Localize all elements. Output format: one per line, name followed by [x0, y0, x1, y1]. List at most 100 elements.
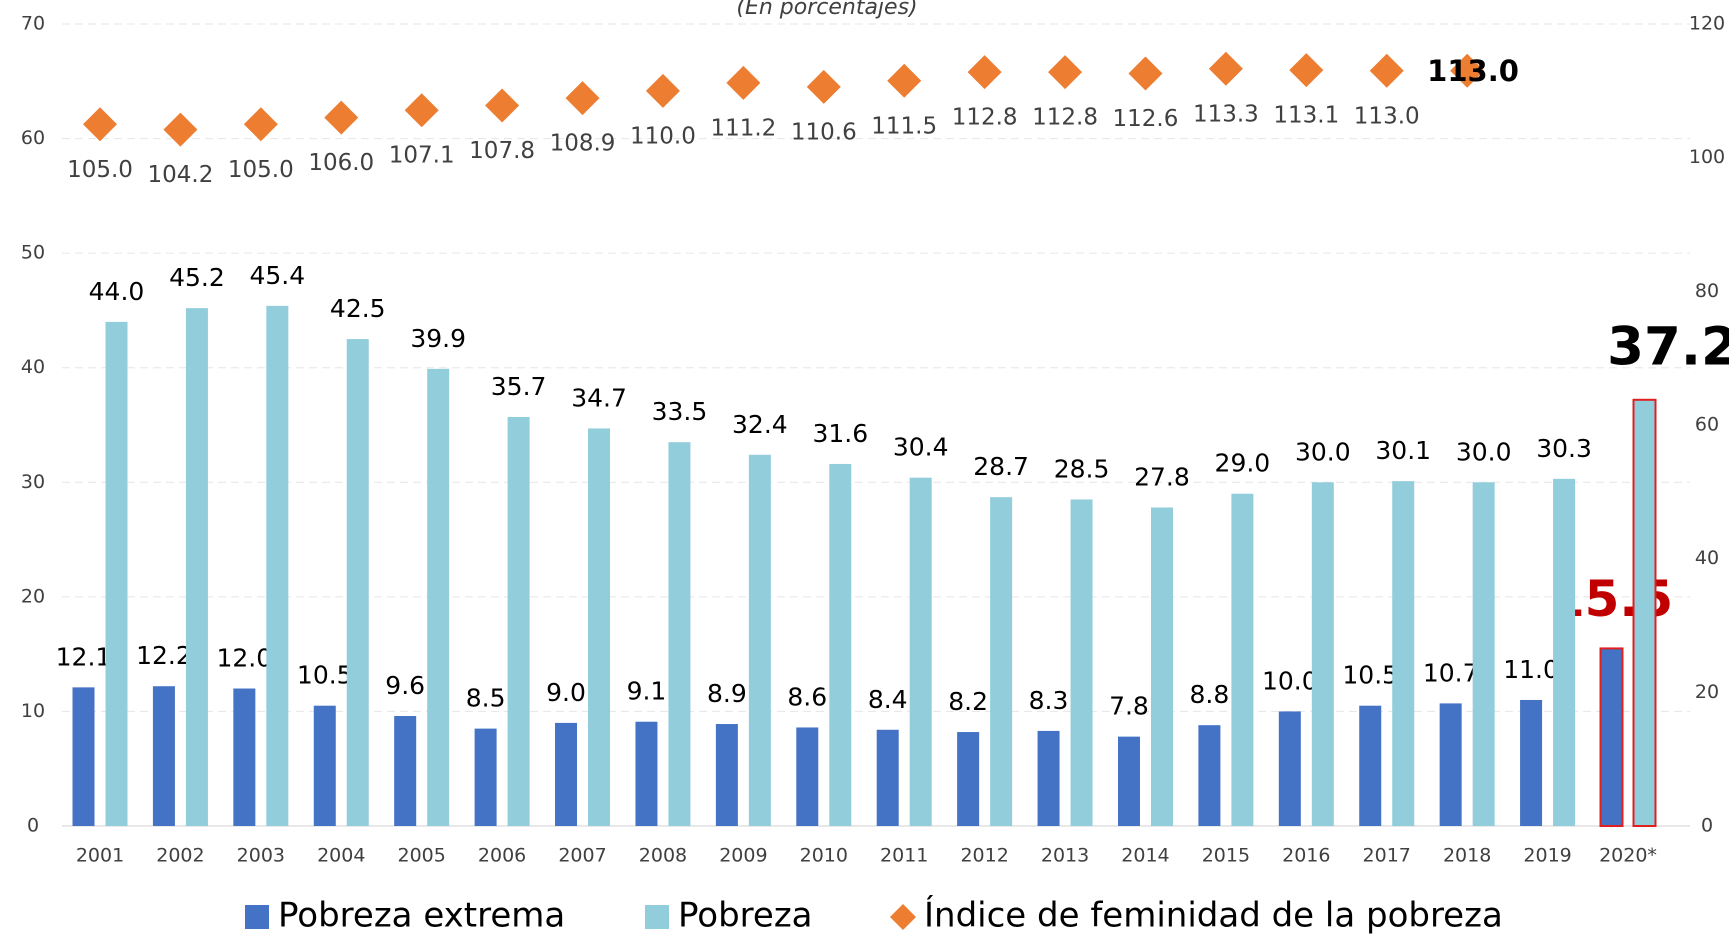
- y2-tick-label: 20: [1695, 681, 1719, 703]
- legend-label: Índice de feminidad de la pobreza: [924, 895, 1503, 936]
- bar: [829, 463, 852, 826]
- marker: [1128, 56, 1163, 91]
- x-tick-label: 2010: [800, 845, 848, 867]
- bar: [185, 308, 208, 826]
- bar: [1632, 398, 1657, 827]
- marker: [1048, 55, 1083, 90]
- bar: [1392, 481, 1415, 826]
- legend-swatch: [645, 905, 669, 929]
- data-label: 10.5: [297, 661, 353, 690]
- data-label: 30.4: [893, 433, 949, 462]
- bar: [1037, 730, 1060, 826]
- data-label: 112.8: [1032, 105, 1098, 131]
- marker: [645, 73, 680, 108]
- data-label: 8.4: [868, 685, 908, 714]
- y-tick-label: 50: [21, 242, 45, 264]
- marker: [1208, 51, 1243, 86]
- data-label: 7.8: [1109, 692, 1149, 721]
- data-label: 108.9: [550, 131, 616, 157]
- bar: [909, 477, 932, 826]
- x-tick-label: 2002: [156, 845, 204, 867]
- bar: [313, 705, 336, 826]
- data-label: 8.3: [1029, 686, 1069, 715]
- data-label: 113.0: [1427, 54, 1519, 88]
- x-tick-label: 2018: [1443, 845, 1491, 867]
- data-label: 112.6: [1113, 106, 1179, 132]
- y2-tick-label: 80: [1695, 280, 1719, 302]
- legend-label: Pobreza: [678, 896, 813, 936]
- y-tick-label: 20: [21, 585, 45, 607]
- data-label: 12.2: [136, 641, 192, 670]
- marker: [163, 112, 198, 147]
- marker: [1369, 53, 1404, 88]
- x-tick-label: 2012: [960, 845, 1008, 867]
- bar: [72, 687, 95, 826]
- data-label: 10.7: [1423, 658, 1479, 687]
- x-tick-label: 2008: [639, 845, 687, 867]
- y2-tick-label: 120: [1689, 13, 1725, 35]
- y-tick-label: 40: [21, 356, 45, 378]
- bar: [507, 416, 530, 826]
- data-label: 113.3: [1193, 101, 1259, 127]
- marker: [565, 81, 600, 116]
- bar: [1198, 725, 1221, 826]
- data-label: 9.0: [546, 678, 586, 707]
- marker: [806, 69, 841, 104]
- marker: [726, 65, 761, 100]
- x-tick-label: 2019: [1523, 845, 1571, 867]
- data-label: 44.0: [89, 277, 145, 306]
- bar: [1439, 703, 1462, 826]
- bar: [796, 727, 819, 826]
- bar: [1278, 711, 1301, 826]
- bar: [346, 339, 369, 826]
- data-label: 110.6: [791, 119, 857, 145]
- data-label: 27.8: [1134, 462, 1190, 491]
- bar: [427, 368, 450, 826]
- data-label: 107.8: [469, 138, 535, 164]
- x-tick-label: 2017: [1363, 845, 1411, 867]
- marker: [967, 55, 1002, 90]
- data-label: 8.6: [787, 682, 827, 711]
- data-label: 28.7: [973, 452, 1029, 481]
- marker: [404, 93, 439, 128]
- data-label: 30.0: [1456, 437, 1512, 466]
- y2-tick-label: 40: [1695, 547, 1719, 569]
- bar: [394, 716, 417, 826]
- y2-tick-label: 60: [1695, 414, 1719, 436]
- data-label: 111.5: [871, 113, 937, 139]
- bar: [588, 428, 611, 826]
- data-label: 29.0: [1215, 449, 1271, 478]
- bar: [957, 732, 980, 826]
- y-tick-label: 60: [21, 127, 45, 149]
- data-label: 37.2: [1607, 316, 1729, 377]
- data-label: 105.0: [67, 157, 133, 183]
- data-label: 11.0: [1503, 655, 1559, 684]
- marker: [324, 100, 359, 135]
- data-label: 34.7: [571, 383, 627, 412]
- x-tick-label: 2004: [317, 845, 365, 867]
- bar: [1472, 482, 1495, 826]
- data-label: 31.6: [812, 419, 868, 448]
- data-label: 28.5: [1054, 454, 1110, 483]
- bar: [105, 321, 128, 826]
- bar: [266, 305, 289, 826]
- bar: [668, 442, 691, 826]
- bar: [555, 722, 578, 826]
- marker: [1450, 53, 1485, 88]
- bar: [233, 688, 256, 826]
- data-label: 113.0: [1354, 103, 1420, 129]
- bar: [474, 728, 497, 826]
- bar: [990, 497, 1013, 826]
- marker: [243, 107, 278, 142]
- data-label: 45.2: [169, 263, 225, 292]
- data-label: 33.5: [652, 397, 708, 426]
- bar: [1520, 699, 1543, 826]
- data-label: 112.8: [952, 105, 1018, 131]
- data-label: 30.1: [1375, 436, 1431, 465]
- data-label: 30.3: [1536, 434, 1592, 463]
- data-label: 12.0: [217, 644, 273, 673]
- bar: [152, 686, 175, 826]
- data-label: 111.2: [710, 115, 776, 141]
- x-tick-label: 2016: [1282, 845, 1330, 867]
- bar: [1311, 482, 1334, 826]
